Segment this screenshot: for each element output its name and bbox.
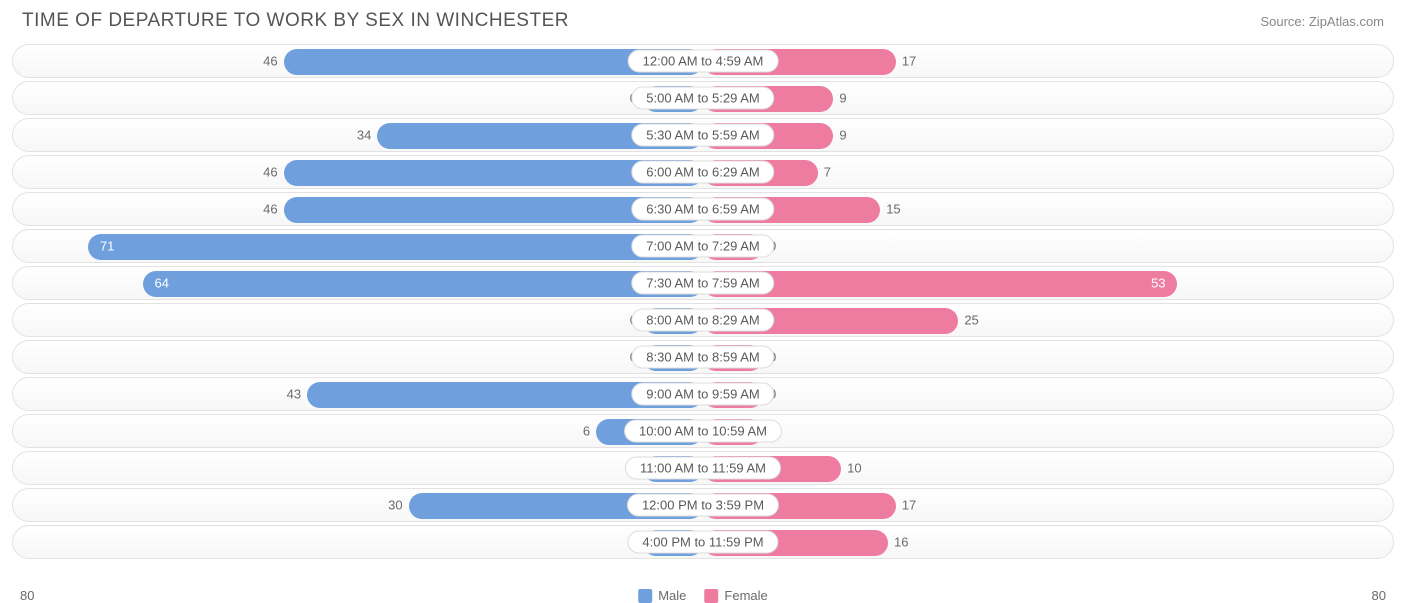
male-value: 30 [388, 498, 402, 513]
chart-row: 4:00 PM to 11:59 PM016 [12, 525, 1394, 559]
male-value: 46 [263, 54, 277, 69]
time-range-label: 7:00 AM to 7:29 AM [631, 235, 774, 258]
legend-swatch [704, 589, 718, 603]
chart-row: 5:30 AM to 5:59 AM 34 9 [12, 118, 1394, 152]
time-range-label: 12:00 AM to 4:59 AM [628, 50, 779, 73]
legend-label: Male [658, 588, 686, 603]
female-value: 53 [1151, 276, 1165, 291]
chart-row: 12:00 PM to 3:59 PM 30 17 [12, 488, 1394, 522]
chart-title: TIME OF DEPARTURE TO WORK BY SEX IN WINC… [22, 10, 569, 32]
chart-row: 7:30 AM to 7:59 AM 64 53 [12, 266, 1394, 300]
time-range-label: 12:00 PM to 3:59 PM [627, 494, 779, 517]
time-range-label: 5:00 AM to 5:29 AM [631, 87, 774, 110]
chart-row: 12:00 AM to 4:59 AM 46 17 [12, 44, 1394, 78]
chart-row: 6:30 AM to 6:59 AM 46 15 [12, 192, 1394, 226]
female-value: 15 [886, 202, 900, 217]
chart-row: 8:00 AM to 8:29 AM025 [12, 303, 1394, 337]
axis-max-left: 80 [20, 588, 34, 603]
time-range-label: 11:00 AM to 11:59 AM [625, 457, 781, 480]
male-value: 43 [287, 387, 301, 402]
male-value: 64 [155, 276, 169, 291]
chart-row: 8:30 AM to 8:59 AM00 [12, 340, 1394, 374]
male-value: 46 [263, 165, 277, 180]
legend-swatch [638, 589, 652, 603]
time-range-label: 8:00 AM to 8:29 AM [631, 309, 774, 332]
female-value: 16 [894, 535, 908, 550]
chart-area: 12:00 AM to 4:59 AM 46 17 5:00 AM to 5:29 A… [12, 44, 1394, 564]
female-value: 17 [902, 54, 916, 69]
time-range-label: 6:30 AM to 6:59 AM [631, 198, 774, 221]
time-range-label: 5:30 AM to 5:59 AM [631, 124, 774, 147]
source-attribution: Source: ZipAtlas.com [1260, 14, 1384, 29]
male-bar [143, 271, 703, 297]
legend-label: Female [724, 588, 767, 603]
female-value: 25 [964, 313, 978, 328]
chart-row: 10:00 AM to 10:59 AM60 [12, 414, 1394, 448]
legend-item: Female [704, 588, 767, 603]
female-value: 7 [824, 165, 831, 180]
chart-row: 5:00 AM to 5:29 AM09 [12, 81, 1394, 115]
male-value: 46 [263, 202, 277, 217]
time-range-label: 4:00 PM to 11:59 PM [627, 531, 778, 554]
time-range-label: 8:30 AM to 8:59 AM [631, 346, 774, 369]
chart-row: 6:00 AM to 6:29 AM 46 7 [12, 155, 1394, 189]
time-range-label: 10:00 AM to 10:59 AM [624, 420, 782, 443]
time-range-label: 9:00 AM to 9:59 AM [631, 383, 774, 406]
female-value: 10 [847, 461, 861, 476]
chart-row: 7:00 AM to 7:29 AM710 [12, 229, 1394, 263]
male-value: 71 [100, 239, 114, 254]
female-value: 9 [839, 91, 846, 106]
chart-row: 9:00 AM to 9:59 AM430 [12, 377, 1394, 411]
time-range-label: 6:00 AM to 6:29 AM [631, 161, 774, 184]
time-range-label: 7:30 AM to 7:59 AM [631, 272, 774, 295]
male-bar [88, 234, 703, 260]
legend-item: Male [638, 588, 686, 603]
axis-max-right: 80 [1372, 588, 1386, 603]
legend: Male Female [638, 588, 768, 603]
chart-row: 11:00 AM to 11:59 AM010 [12, 451, 1394, 485]
male-value: 34 [357, 128, 371, 143]
male-value: 6 [583, 424, 590, 439]
female-value: 9 [839, 128, 846, 143]
female-value: 17 [902, 498, 916, 513]
